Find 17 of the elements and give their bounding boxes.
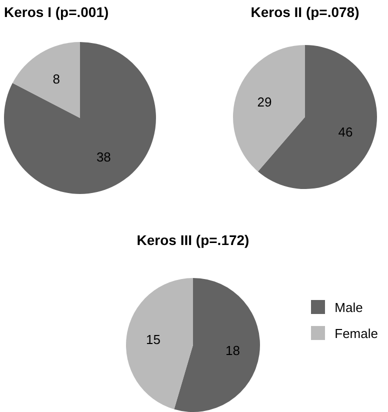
pie-slice <box>4 42 156 194</box>
chart-title: Keros I (p=.001) <box>4 4 110 20</box>
chart-title: Keros III (p=.172) <box>136 232 250 248</box>
chart-title: Keros II (p=.078) <box>250 4 360 20</box>
pie-slice <box>233 45 305 172</box>
data-label: 8 <box>52 72 60 87</box>
legend-label: Male <box>334 300 363 314</box>
data-label: 15 <box>146 332 160 347</box>
data-label: 29 <box>257 94 272 110</box>
pie-slice <box>12 42 80 118</box>
data-label: 38 <box>96 149 111 164</box>
pie-slice <box>174 278 260 412</box>
data-label: 46 <box>338 124 353 140</box>
legend-label: Female <box>334 326 378 340</box>
pie-slice <box>126 278 193 410</box>
data-label: 18 <box>226 343 240 358</box>
pie-slice <box>258 45 377 189</box>
